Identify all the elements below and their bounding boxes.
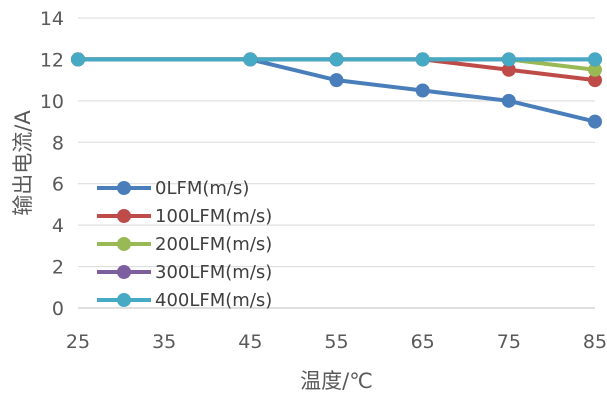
data-point [329, 52, 344, 67]
legend-swatch-marker [117, 181, 131, 195]
x-tick-label: 85 [583, 331, 607, 353]
x-tick-label: 25 [66, 331, 90, 353]
legend-swatch-marker [117, 209, 131, 223]
data-point [501, 62, 516, 77]
series-lines [76, 57, 597, 124]
data-point [415, 83, 430, 98]
legend-label: 400LFM(m/s) [155, 290, 272, 311]
legend-label: 200LFM(m/s) [155, 234, 272, 255]
x-tick-label: 55 [324, 331, 348, 353]
y-tick-label: 4 [52, 215, 64, 237]
legend-label: 300LFM(m/s) [155, 262, 272, 283]
tick-labels: 0 2 4 6 8 10 12 14 25 35 45 55 65 75 85 [40, 8, 607, 353]
y-tick-label: 14 [40, 8, 64, 30]
x-tick-label: 65 [411, 331, 435, 353]
legend: 0LFM(m/s) 100LFM(m/s) 200LFM(m/s) 300LFM(m/… [97, 178, 272, 311]
data-point [588, 114, 602, 129]
y-tick-label: 6 [52, 174, 64, 196]
legend-label: 0LFM(m/s) [155, 178, 249, 199]
x-tick-label: 35 [152, 331, 176, 353]
data-point [243, 52, 258, 67]
x-tick-label: 75 [497, 331, 521, 353]
series-line-0 [76, 57, 597, 124]
series-markers [71, 52, 602, 129]
x-axis-title: 温度/℃ [300, 369, 373, 393]
legend-swatch-marker [117, 265, 131, 279]
y-tick-label: 12 [40, 49, 64, 71]
legend-label: 100LFM(m/s) [155, 206, 272, 227]
legend-swatch-marker [117, 237, 131, 251]
data-point [588, 52, 602, 67]
data-point [588, 62, 602, 77]
y-tick-label: 2 [52, 257, 64, 279]
legend-swatch-marker [117, 293, 131, 307]
data-point [501, 93, 516, 108]
y-tick-label: 8 [52, 132, 64, 154]
data-point [415, 52, 430, 67]
y-tick-label: 10 [40, 91, 64, 113]
y-axis-title: 输出电流/A [11, 110, 35, 216]
data-point [71, 52, 85, 67]
y-tick-label: 0 [52, 298, 64, 320]
data-point [588, 73, 602, 88]
data-point [501, 52, 516, 67]
x-tick-label: 45 [238, 331, 262, 353]
data-point [329, 73, 344, 88]
